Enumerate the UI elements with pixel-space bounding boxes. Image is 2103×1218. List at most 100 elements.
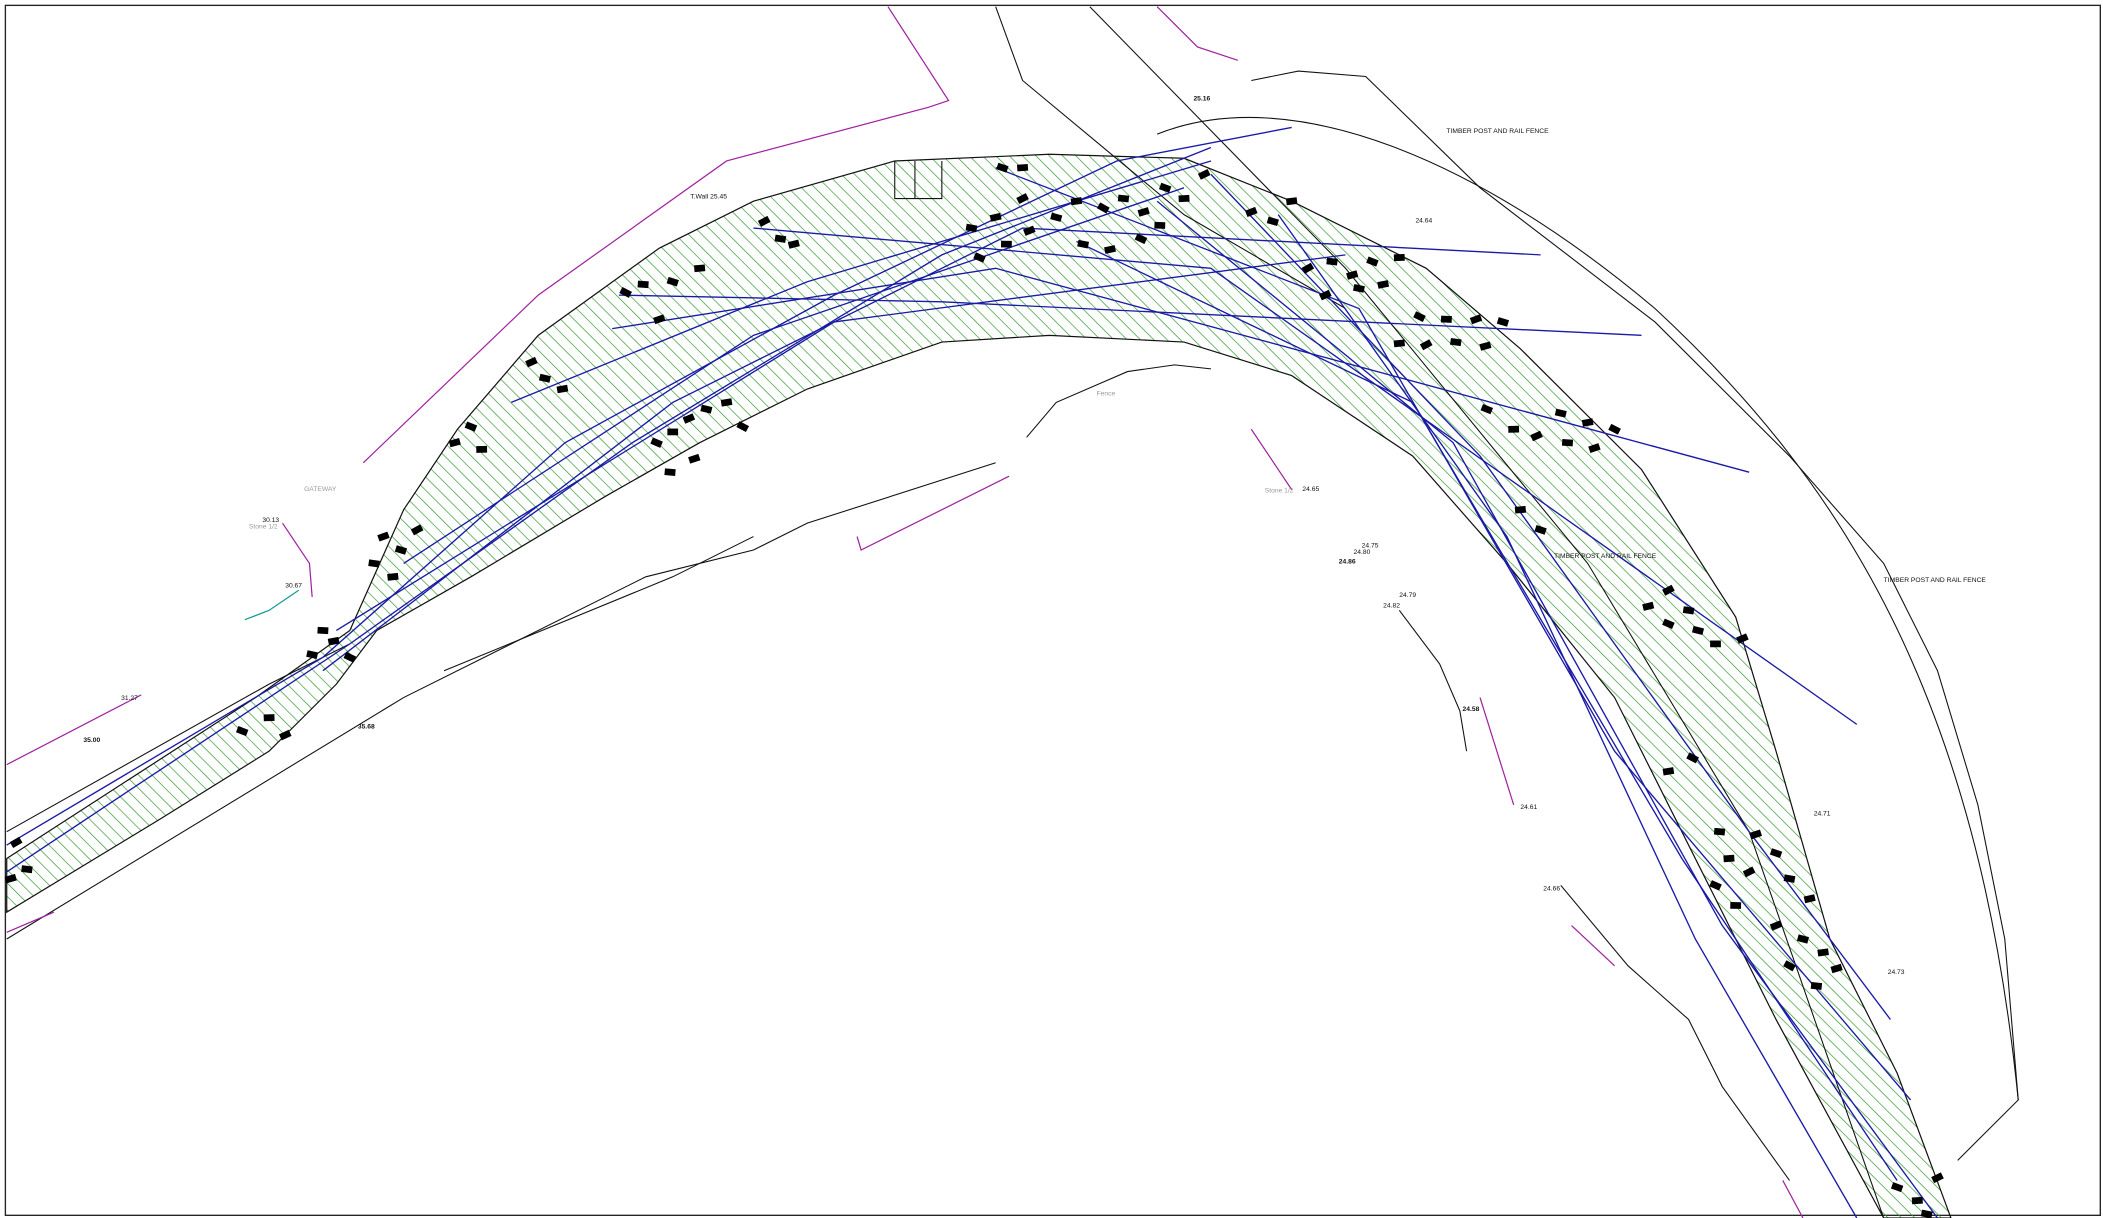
level: 24.61 bbox=[1520, 804, 1537, 811]
tree bbox=[1530, 430, 1543, 442]
tree bbox=[1377, 280, 1390, 289]
level: 25.16 bbox=[1193, 96, 1210, 103]
tree bbox=[1709, 880, 1722, 891]
tree bbox=[1137, 207, 1150, 217]
tree bbox=[1534, 525, 1547, 535]
fence-label: TIMBER POST AND RAIL FENCE bbox=[1554, 553, 1657, 560]
tree bbox=[720, 398, 733, 407]
tree bbox=[1911, 1196, 1923, 1205]
tree bbox=[1803, 894, 1816, 904]
tree bbox=[556, 384, 569, 394]
tree bbox=[525, 356, 538, 368]
level: 24.64 bbox=[1415, 218, 1432, 225]
level: 24.73 bbox=[1888, 969, 1905, 976]
tree bbox=[1016, 163, 1029, 172]
tree bbox=[1134, 233, 1148, 245]
tree bbox=[693, 264, 706, 273]
tree bbox=[1070, 197, 1083, 206]
tree bbox=[476, 445, 488, 453]
tree bbox=[1104, 245, 1116, 254]
tree bbox=[666, 276, 679, 287]
tree bbox=[989, 212, 1002, 222]
tree bbox=[664, 468, 676, 476]
tree bbox=[1077, 239, 1090, 249]
tree bbox=[774, 234, 787, 243]
tree bbox=[1496, 317, 1510, 327]
tree bbox=[1508, 425, 1520, 433]
fence-label: TIMBER POST AND RAIL FENCE bbox=[1884, 577, 1987, 584]
tree bbox=[278, 729, 292, 741]
tree bbox=[1723, 854, 1735, 863]
level: 24.75 bbox=[1362, 542, 1379, 549]
level: 24.82 bbox=[1383, 603, 1400, 610]
level: 24.86 bbox=[1339, 558, 1356, 565]
tree bbox=[757, 215, 771, 227]
tree bbox=[306, 650, 319, 660]
hatched-area bbox=[6, 153, 1952, 1218]
tree bbox=[1016, 193, 1029, 204]
tree bbox=[1769, 920, 1783, 931]
feature-label: GATEWAY bbox=[304, 486, 337, 493]
trees bbox=[4, 162, 1944, 1218]
tree bbox=[1440, 315, 1452, 323]
outlines bbox=[6, 6, 2019, 1218]
tree bbox=[1686, 752, 1699, 764]
tree bbox=[1662, 584, 1675, 596]
feature-label: Fence bbox=[1097, 391, 1116, 398]
tree bbox=[377, 531, 390, 542]
tree bbox=[1469, 314, 1483, 325]
tree bbox=[1662, 767, 1675, 776]
tree bbox=[1117, 194, 1130, 203]
tree bbox=[1588, 443, 1601, 453]
tree bbox=[1710, 640, 1721, 648]
tree bbox=[1000, 240, 1012, 248]
tree bbox=[4, 873, 17, 884]
boundary-lines bbox=[6, 6, 1804, 1218]
tree bbox=[1450, 337, 1462, 347]
tree bbox=[1480, 404, 1494, 415]
tree bbox=[973, 252, 986, 263]
blue-lines bbox=[6, 126, 1939, 1218]
tree bbox=[1642, 601, 1655, 611]
tree bbox=[1783, 874, 1796, 883]
tree bbox=[1319, 289, 1332, 301]
tree bbox=[1158, 182, 1172, 193]
tree bbox=[1931, 1172, 1944, 1184]
tree bbox=[1197, 169, 1211, 180]
tree bbox=[1245, 206, 1258, 217]
frame bbox=[4, 4, 2101, 1216]
tree bbox=[688, 453, 701, 464]
tree bbox=[464, 421, 478, 432]
level: 30.67 bbox=[285, 583, 302, 590]
tree bbox=[538, 373, 551, 383]
level: 24.71 bbox=[1814, 811, 1831, 818]
level: 35.68 bbox=[358, 723, 375, 730]
tree bbox=[1266, 216, 1279, 227]
feature-label: Stone 1/2 bbox=[1265, 487, 1294, 494]
tree bbox=[1817, 948, 1829, 957]
tree bbox=[653, 314, 666, 325]
tree bbox=[736, 421, 750, 433]
tree bbox=[1730, 902, 1742, 909]
tree bbox=[1050, 212, 1063, 222]
level: 24.65 bbox=[1302, 486, 1319, 493]
tree bbox=[1393, 254, 1405, 262]
tree bbox=[1691, 625, 1705, 636]
tree bbox=[1393, 339, 1406, 348]
tree bbox=[650, 437, 663, 448]
tree bbox=[9, 836, 23, 848]
tree bbox=[327, 636, 340, 646]
tree bbox=[965, 223, 978, 233]
tree bbox=[1920, 1209, 1933, 1218]
tree bbox=[1352, 284, 1365, 293]
tree bbox=[317, 626, 329, 635]
tree bbox=[448, 438, 461, 448]
tree bbox=[1742, 866, 1756, 878]
tree bbox=[1554, 408, 1567, 418]
tree bbox=[787, 239, 800, 249]
tree bbox=[1096, 202, 1110, 214]
tree bbox=[1023, 225, 1036, 236]
level: 30.13 bbox=[262, 517, 279, 524]
level: 24.80 bbox=[1354, 549, 1371, 556]
